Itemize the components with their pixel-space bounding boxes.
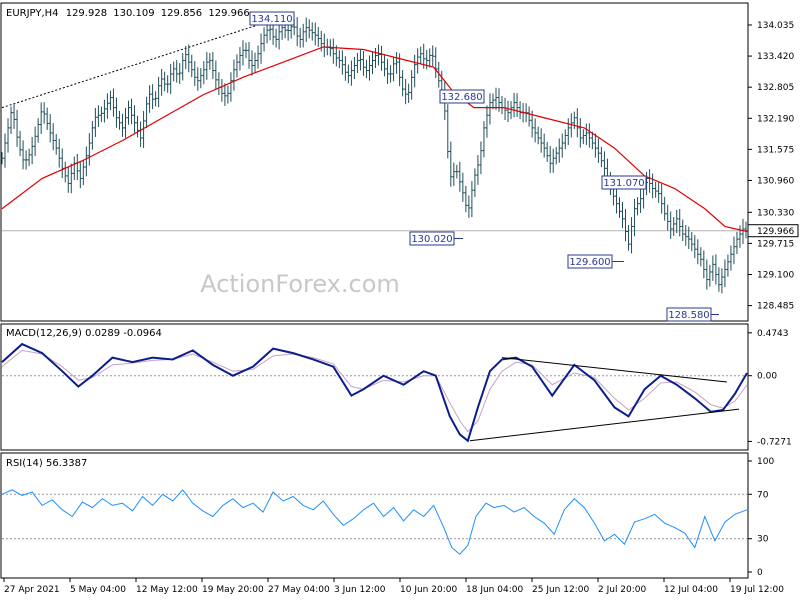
- price-annotations: 134.110 132.680 130.020 131.070 129.600 128.5…: [249, 11, 719, 322]
- watermark: ActionForex.com: [200, 270, 400, 298]
- moving-average-line: [1, 46, 748, 233]
- macd-main-line: [1, 342, 748, 443]
- rsi-title: RSI(14) 56.3387: [6, 458, 87, 469]
- rsi-tick-label: 70: [757, 490, 769, 500]
- macd-tick-label: 0.00: [757, 372, 777, 382]
- date-tick-label: 10 Jun 20:00: [400, 585, 457, 595]
- price-tick-label: 131.575: [757, 145, 794, 155]
- rsi-panel: [0, 452, 749, 579]
- date-tick-label: 5 May 04:00: [70, 585, 126, 595]
- date-tick-label: 12 Jul 04:00: [664, 585, 718, 595]
- date-tick-label: 2 Jul 20:00: [598, 585, 647, 595]
- macd-panel: [0, 323, 749, 451]
- annotation-label: 132.680: [441, 92, 482, 103]
- price-panel: [0, 2, 749, 322]
- annotation-box: [409, 231, 455, 246]
- annotation-box: [666, 307, 712, 322]
- rsi-series: [1, 489, 748, 555]
- annotation-box: [249, 11, 295, 26]
- date-tick-label: 19 Jul 12:00: [730, 585, 784, 595]
- rsi-tick-label: 100: [757, 457, 774, 467]
- price-tick-label: 130.330: [757, 208, 794, 218]
- annotation-label: 128.580: [668, 310, 709, 321]
- date-tick-label: 12 May 12:00: [136, 585, 198, 595]
- price-tick-label: 133.420: [757, 52, 794, 62]
- price-tick-label: 132.805: [757, 83, 794, 93]
- annotation-box: [567, 254, 613, 269]
- date-axis: 27 Apr 2021 5 May 04:00 12 May 12:00 19 May…: [3, 578, 784, 595]
- annotation-label: 131.070: [603, 178, 644, 189]
- price-tick-label: 129.100: [757, 270, 794, 280]
- macd-title: MACD(12,26,9) 0.0289 -0.0964: [6, 328, 162, 339]
- date-tick-label: 18 Jun 04:00: [466, 585, 523, 595]
- rsi-axis: 100 70 30 0: [748, 457, 774, 578]
- date-tick-label: 19 May 20:00: [202, 585, 264, 595]
- date-tick-label: 3 Jun 12:00: [334, 585, 386, 595]
- price-tick-label: 129.715: [757, 239, 794, 249]
- price-trend-line: [1, 20, 272, 109]
- price-header: EURJPY,H4 129.928 130.109 129.856 129.96…: [6, 8, 250, 19]
- date-tick-label: 25 Jun 12:00: [532, 585, 589, 595]
- annotation-label: 130.020: [411, 234, 452, 245]
- annotation-box: [439, 89, 485, 104]
- annotation-label: 129.600: [569, 257, 610, 268]
- price-axis: 134.035 133.420 132.805 132.190 131.575 130.9…: [2, 21, 799, 312]
- macd-trend-upper: [501, 357, 727, 383]
- price-tick-label: 130.960: [757, 176, 794, 186]
- date-tick-label: 27 May 04:00: [268, 585, 330, 595]
- macd-trend-lower: [469, 408, 740, 442]
- date-tick-label: 27 Apr 2021: [4, 585, 60, 595]
- rsi-line: [1, 489, 748, 555]
- macd-axis: 0.4743 0.00 -0.7271: [748, 329, 792, 447]
- rsi-tick-label: 30: [757, 535, 769, 545]
- price-tick-label: 128.485: [757, 302, 794, 312]
- price-tick-label: 132.190: [757, 114, 794, 124]
- price-tick-label: 134.035: [757, 21, 794, 31]
- annotation-label: 134.110: [251, 14, 292, 25]
- macd-tick-label: -0.7271: [757, 437, 792, 447]
- current-price-box: [747, 224, 799, 238]
- macd-series: [1, 342, 748, 443]
- macd-signal-line: [1, 349, 748, 433]
- macd-tick-label: 0.4743: [757, 329, 789, 339]
- rsi-tick-label: 0: [757, 568, 763, 578]
- annotation-box: [601, 175, 647, 190]
- current-price-label: 129.966: [757, 227, 794, 237]
